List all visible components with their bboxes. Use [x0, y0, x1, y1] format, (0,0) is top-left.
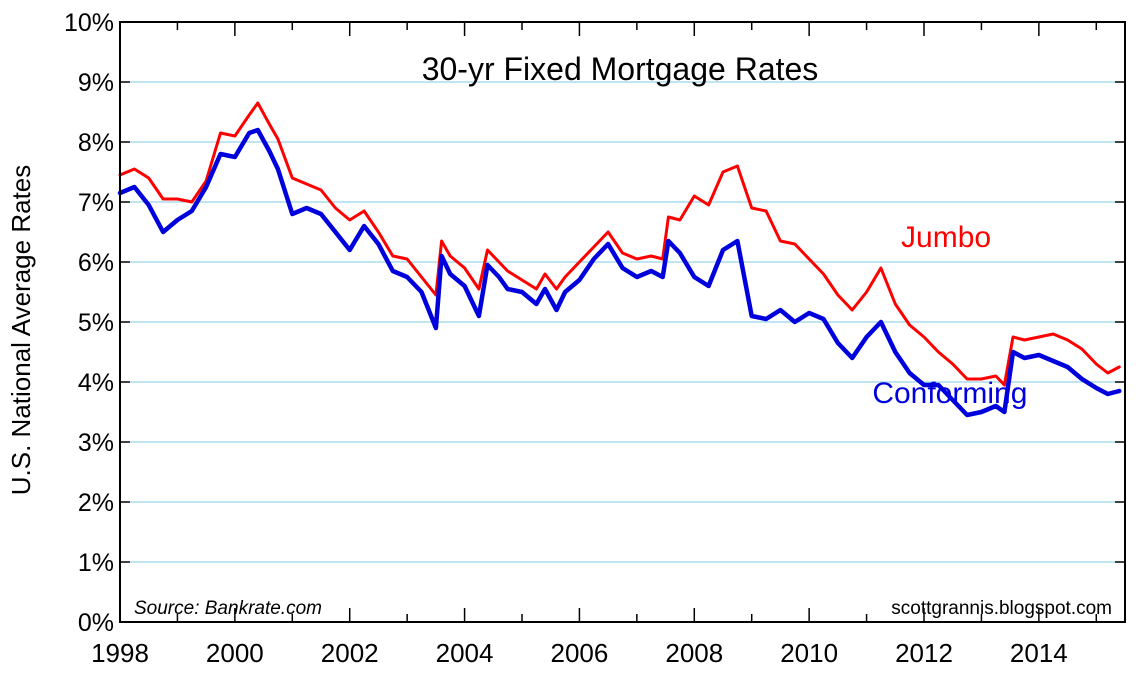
x-tick-label: 2002 — [321, 638, 379, 668]
x-tick-label: 2014 — [1010, 638, 1068, 668]
y-tick-label: 5% — [78, 309, 114, 337]
x-tick-label: 2004 — [436, 638, 494, 668]
y-tick-label: 1% — [78, 549, 114, 577]
y-tick-label: 8% — [78, 129, 114, 157]
chart-title: 30-yr Fixed Mortgage Rates — [422, 51, 819, 87]
series-line-jumbo — [118, 101, 1121, 387]
y-tick-label: 9% — [78, 69, 114, 97]
series-label-conforming: Conforming — [872, 377, 1027, 410]
axis-ticks — [119, 21, 1125, 623]
series-label-jumbo: Jumbo — [901, 221, 991, 254]
y-tick-label: 10% — [64, 9, 114, 37]
series-line-conforming — [117, 127, 1122, 418]
y-axis-title: U.S. National Average Rates — [6, 165, 36, 495]
x-tick-label: 2012 — [895, 638, 953, 668]
x-tick-label: 2000 — [206, 638, 264, 668]
y-tick-label: 4% — [78, 369, 114, 397]
credit-note: scottgrannis.blogspot.com — [891, 598, 1112, 619]
y-tick-label: 0% — [78, 609, 114, 637]
x-tick-label: 2010 — [780, 638, 838, 668]
x-tick-label: 1998 — [91, 638, 149, 668]
y-tick-label: 2% — [78, 489, 114, 517]
series-annotations: Jumbo Conforming — [872, 221, 1027, 410]
series-lines — [117, 101, 1122, 418]
y-tick-label: 6% — [78, 249, 114, 277]
x-tick-label: 2006 — [551, 638, 609, 668]
source-note: Source: Bankrate.com — [134, 598, 322, 619]
y-tick-label: 3% — [78, 429, 114, 457]
x-tick-label: 2008 — [665, 638, 723, 668]
y-tick-label: 7% — [78, 189, 114, 217]
axis-labels: 0% 1% 2% 3% 4% 5% 6% 7% 8% 9% 10% 1998 2000 2002 2004 2… — [64, 9, 1068, 668]
